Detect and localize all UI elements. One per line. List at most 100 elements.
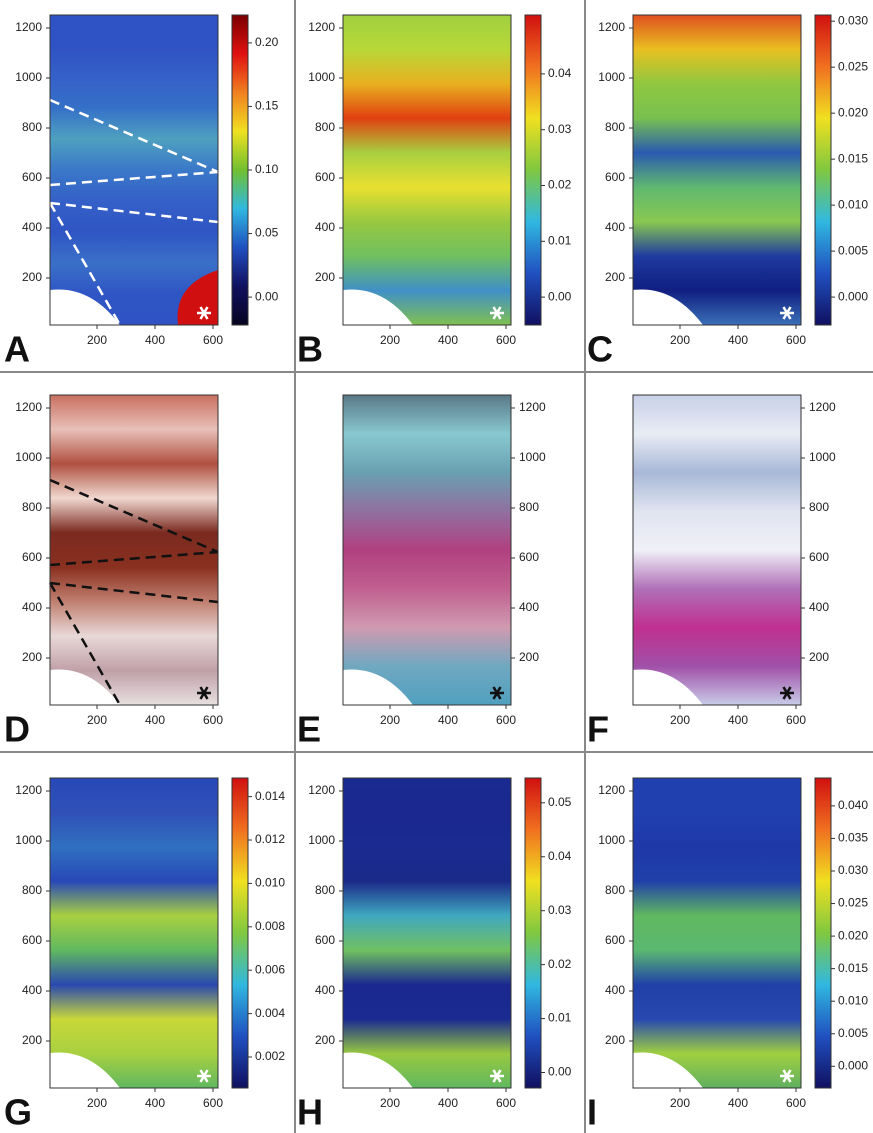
colorbar-tick-label: 0.004: [255, 1006, 285, 1020]
colorbar-tick-label: 0.05: [255, 226, 279, 240]
y-tick-label: 800: [605, 120, 625, 134]
y-tick-label: 800: [315, 883, 335, 897]
colorbar-tick-label: 0.002: [255, 1049, 285, 1063]
y-tick-label: 200: [22, 650, 42, 664]
y-tick-label: 800: [22, 883, 42, 897]
colorbar: [231, 14, 249, 326]
region-boundary: [49, 478, 219, 554]
masked-corner: [343, 669, 413, 705]
y-tick-label: 1000: [598, 833, 625, 847]
image-panel: [343, 778, 511, 1088]
x-tick-label: 200: [670, 1096, 690, 1110]
colorbar: [814, 777, 832, 1089]
y-tick-label: 1200: [809, 400, 836, 414]
colorbar-tick-label: 0.014: [255, 789, 285, 803]
x-tick-label: 600: [786, 1096, 806, 1110]
y-tick-label: 200: [315, 1033, 335, 1047]
y-tick-label: 1200: [308, 783, 335, 797]
y-tick-label: 400: [22, 600, 42, 614]
y-tick-label: 1000: [308, 70, 335, 84]
y-tick-label: 200: [22, 270, 42, 284]
colorbar-tick-label: 0.020: [838, 105, 868, 119]
colorbar-tick-label: 0.000: [838, 289, 868, 303]
panel-letter: C: [587, 329, 613, 370]
masked-corner: [633, 289, 703, 325]
panel-letter: B: [297, 329, 323, 370]
asterisk-marker: [492, 686, 502, 700]
y-tick-label: 600: [22, 550, 42, 564]
colorbar-tick-label: 0.012: [255, 832, 285, 846]
plot-frame: [632, 14, 802, 326]
asterisk-marker: [199, 686, 209, 700]
x-tick-label: 200: [670, 333, 690, 347]
plot-frame: [632, 777, 802, 1089]
colorbar-tick-label: 0.010: [838, 993, 868, 1007]
masked-corner: [50, 289, 120, 325]
y-tick-label: 800: [22, 120, 42, 134]
y-tick-label: 200: [315, 270, 335, 284]
colorbar-tick-label: 0.000: [838, 1058, 868, 1072]
masked-corner: [343, 1052, 413, 1088]
x-tick-label: 400: [438, 1096, 458, 1110]
colorbar-tick-label: 0.010: [838, 197, 868, 211]
colorbar-tick-label: 0.030: [838, 863, 868, 877]
y-tick-label: 400: [519, 600, 539, 614]
colorbar: [231, 777, 249, 1089]
panel-letter: A: [4, 329, 30, 370]
y-tick-label: 200: [605, 1033, 625, 1047]
x-tick-label: 200: [380, 713, 400, 727]
image-panel: [633, 15, 801, 325]
y-tick-label: 400: [809, 600, 829, 614]
y-tick-label: 1200: [519, 400, 546, 414]
colorbar-tick-label: 0.025: [838, 59, 868, 73]
y-tick-label: 1200: [598, 20, 625, 34]
y-tick-label: 1000: [15, 70, 42, 84]
y-tick-label: 1200: [598, 783, 625, 797]
x-tick-label: 600: [203, 333, 223, 347]
x-tick-label: 200: [87, 713, 107, 727]
y-tick-label: 600: [809, 550, 829, 564]
colorbar-tick-label: 0.006: [255, 962, 285, 976]
asterisk-marker: [199, 1069, 209, 1083]
y-tick-label: 600: [22, 170, 42, 184]
colorbar-tick-label: 0.20: [255, 35, 279, 49]
plot-frame: [632, 394, 802, 706]
x-tick-label: 400: [145, 1096, 165, 1110]
y-tick-label: 400: [22, 220, 42, 234]
plot-frame: [49, 777, 219, 1089]
colorbar-tick-label: 0.01: [548, 233, 572, 247]
masked-corner: [633, 1052, 703, 1088]
image-panel: [633, 778, 801, 1088]
colorbar-tick-label: 0.005: [838, 1026, 868, 1040]
colorbar-tick-label: 0.00: [255, 289, 279, 303]
colorbar-tick-label: 0.035: [838, 831, 868, 845]
colorbar-tick-label: 0.03: [548, 122, 572, 136]
y-tick-label: 800: [605, 883, 625, 897]
y-tick-label: 1000: [308, 833, 335, 847]
y-tick-label: 1000: [598, 70, 625, 84]
panel-letter: I: [587, 1092, 597, 1133]
y-tick-label: 200: [519, 650, 539, 664]
x-tick-label: 400: [145, 333, 165, 347]
y-tick-label: 400: [605, 220, 625, 234]
image-panel: [343, 15, 511, 325]
region-boundary: [49, 98, 219, 174]
colorbar-tick-label: 0.01: [548, 1011, 572, 1025]
y-tick-label: 1200: [15, 20, 42, 34]
plot-frame: [49, 394, 219, 706]
y-tick-label: 1000: [15, 450, 42, 464]
x-tick-label: 200: [670, 713, 690, 727]
x-tick-label: 400: [728, 1096, 748, 1110]
colorbar-tick-label: 0.005: [838, 243, 868, 257]
region-boundary: [48, 202, 122, 326]
colorbar: [524, 14, 542, 326]
x-tick-label: 400: [728, 333, 748, 347]
masked-corner: [633, 669, 703, 705]
colorbar-tick-label: 0.04: [548, 66, 572, 80]
y-tick-label: 400: [22, 983, 42, 997]
asterisk-marker: [782, 1069, 792, 1083]
colorbar-tick-label: 0.00: [548, 289, 572, 303]
colorbar-tick-label: 0.02: [548, 957, 572, 971]
x-tick-label: 200: [87, 1096, 107, 1110]
plot-frame: [49, 14, 219, 326]
